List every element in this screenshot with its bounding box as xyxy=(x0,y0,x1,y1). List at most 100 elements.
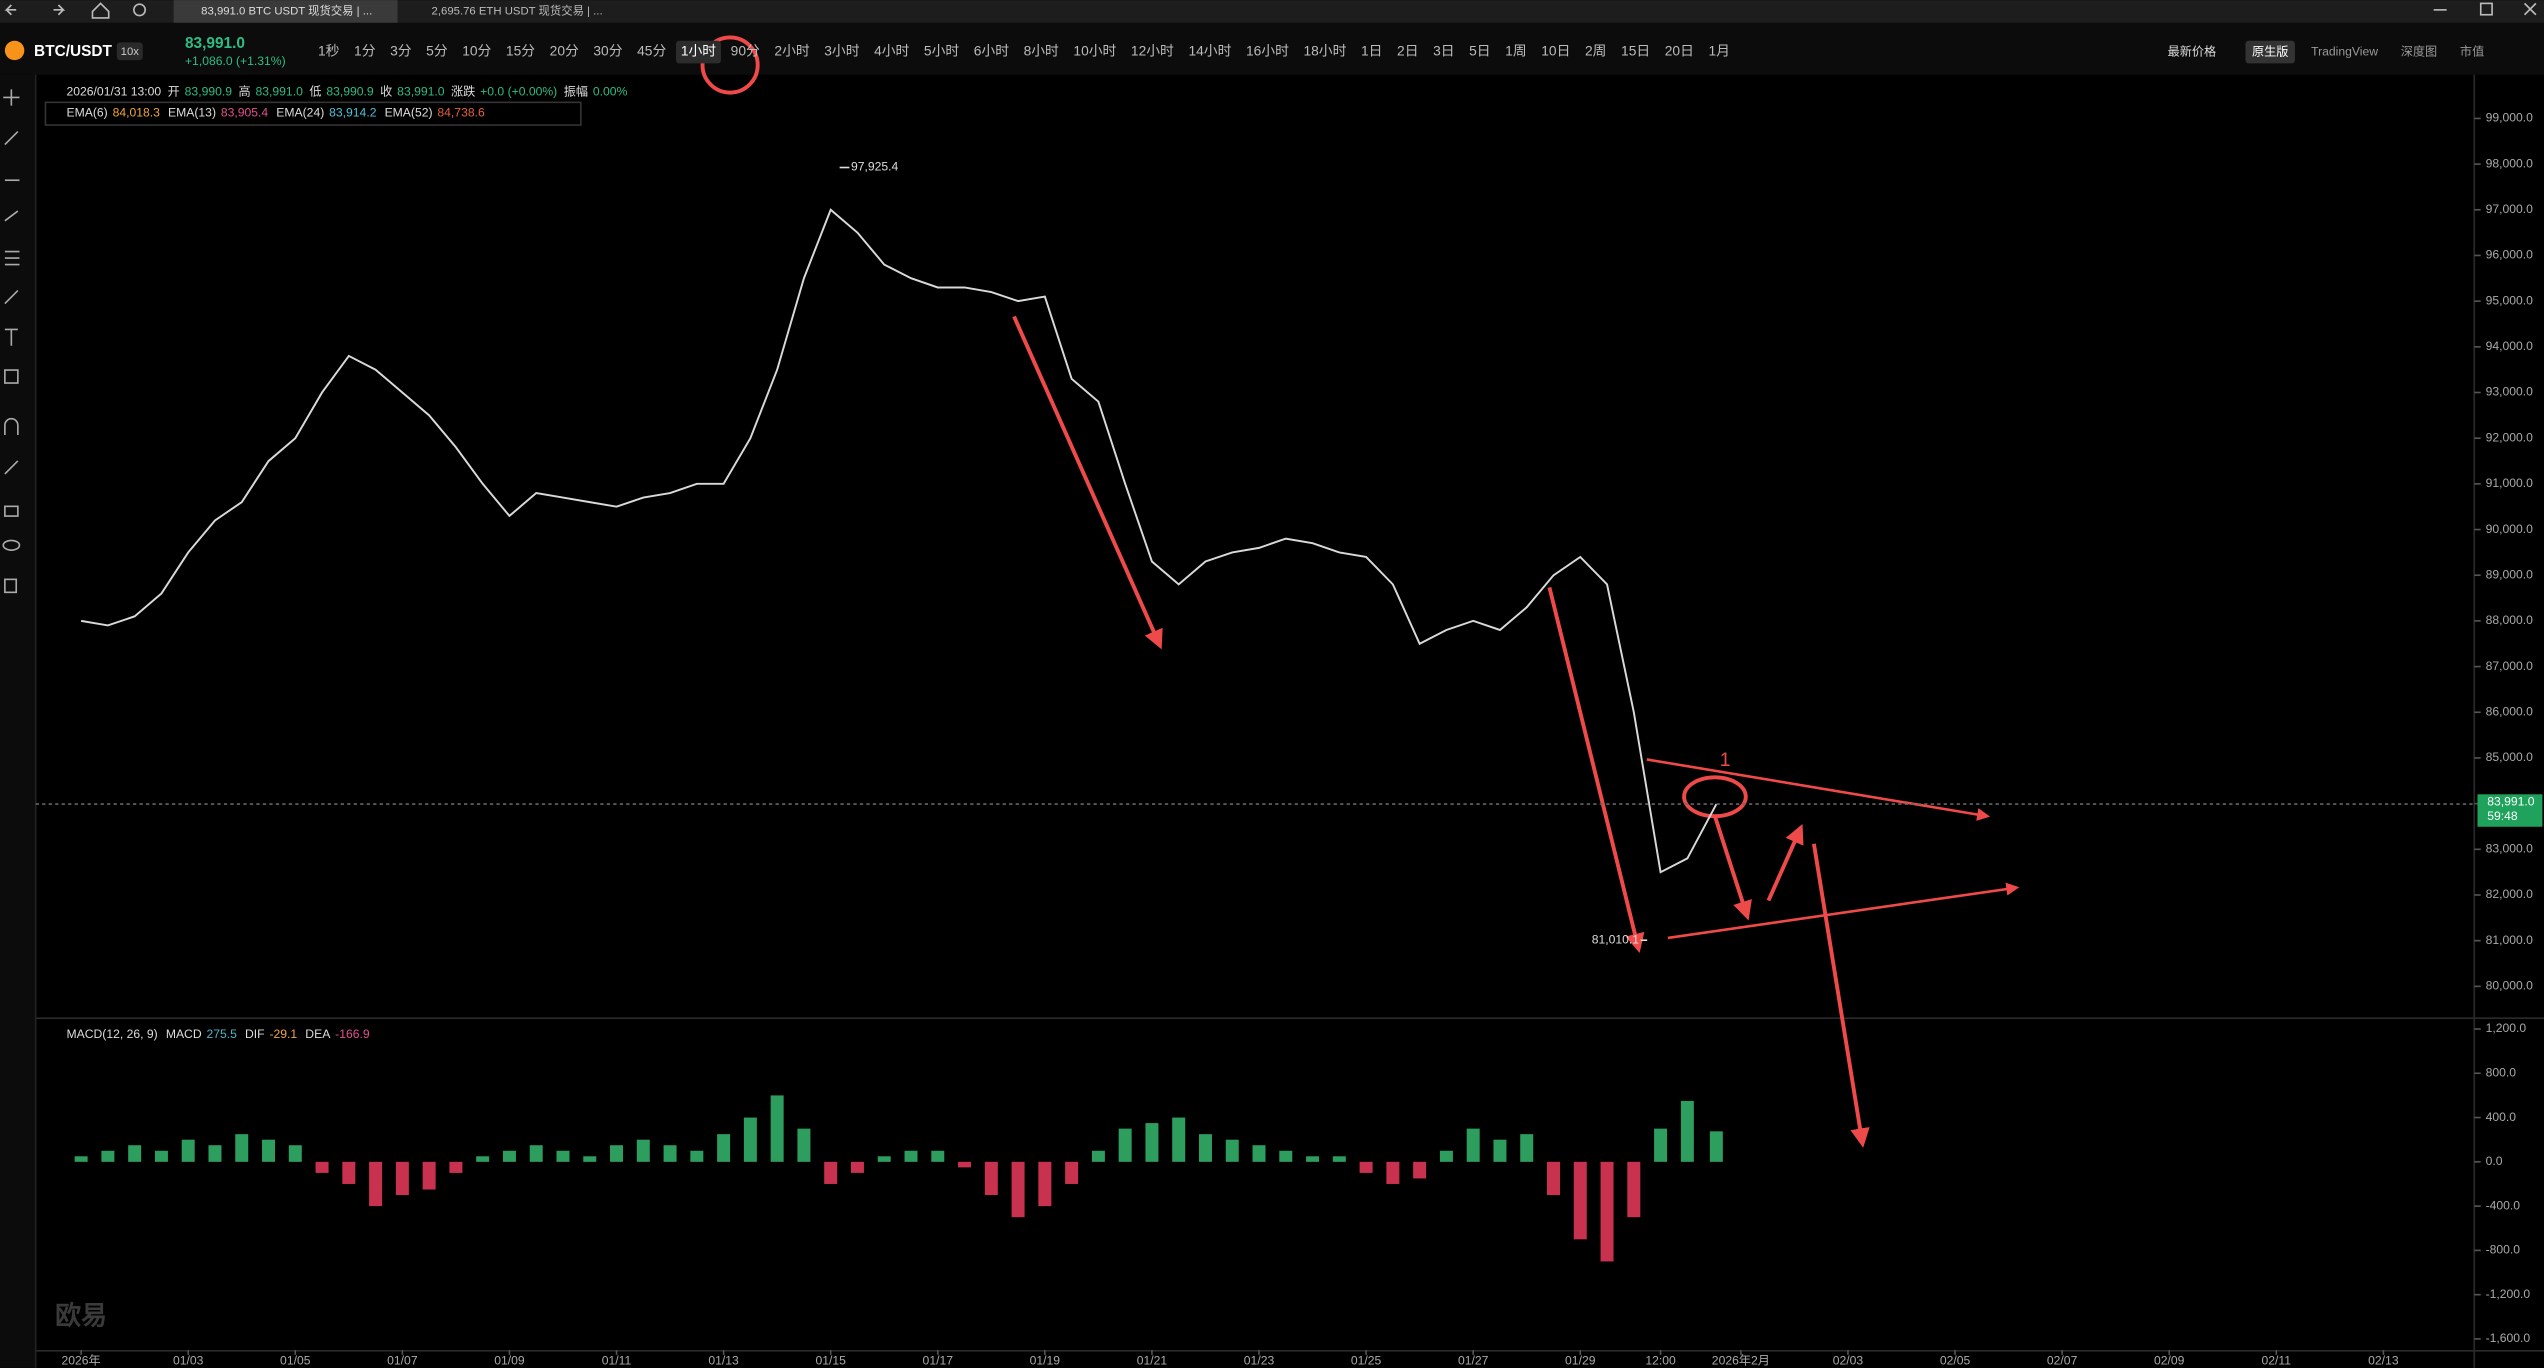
symbol[interactable]: BTC/USDT xyxy=(34,43,112,60)
forward[interactable] xyxy=(53,4,66,16)
visibility-tool[interactable] xyxy=(2,539,21,551)
interval-button[interactable]: 10小时 xyxy=(1073,44,1116,59)
interval-button[interactable]: 4小时 xyxy=(874,44,909,59)
interval-button[interactable]: 3小时 xyxy=(824,44,859,59)
y-tick-label: 99,000.0 xyxy=(2486,111,2534,125)
interval-button[interactable]: 18小时 xyxy=(1303,44,1346,59)
interval-button[interactable]: 1日 xyxy=(1361,44,1382,59)
interval-button[interactable]: 1月 xyxy=(1708,44,1729,59)
view-tab[interactable]: 深度图 xyxy=(2401,43,2437,58)
interval-button[interactable]: 6小时 xyxy=(974,44,1009,59)
view-tab[interactable]: TradingView xyxy=(2311,44,2378,58)
maximize[interactable] xyxy=(2479,2,2493,16)
home[interactable] xyxy=(91,2,110,19)
interval-button[interactable]: 5小时 xyxy=(924,44,959,59)
interval-button[interactable]: 1分 xyxy=(354,44,376,59)
ohlc-label: 涨跌 xyxy=(451,84,475,99)
arrow xyxy=(1811,843,1870,1148)
macd-bar xyxy=(1386,1161,1400,1184)
active-tab[interactable] xyxy=(173,0,398,23)
interval-button[interactable]: 1周 xyxy=(1505,44,1526,59)
interval-button[interactable]: 1小时 xyxy=(681,44,716,59)
macd-bar xyxy=(74,1156,88,1162)
x-tick-label: 01/15 xyxy=(815,1354,846,1368)
lock-tool[interactable] xyxy=(4,505,19,517)
back[interactable] xyxy=(4,4,17,16)
interval-button[interactable]: 12小时 xyxy=(1131,44,1174,59)
x-tick-label: 01/09 xyxy=(494,1354,525,1368)
y-tick-label: 88,000.0 xyxy=(2486,613,2534,627)
last-price-tag xyxy=(2477,794,2543,827)
delete-tool[interactable] xyxy=(4,578,18,594)
x-tick-label: 01/03 xyxy=(173,1354,204,1368)
interval-button[interactable]: 3分 xyxy=(390,44,412,59)
text-tool[interactable] xyxy=(4,328,18,346)
macd-item-label: MACD xyxy=(166,1027,202,1041)
interval-button[interactable]: 5分 xyxy=(426,44,448,59)
macd-bar xyxy=(101,1150,115,1162)
interval-button[interactable]: 2周 xyxy=(1585,44,1606,59)
extreme-label: 97,925.4 xyxy=(851,160,899,174)
interval-button[interactable]: 20日 xyxy=(1665,44,1694,59)
macd-bar xyxy=(1065,1161,1079,1184)
leverage-badge xyxy=(116,42,143,61)
x-tick-label: 02/13 xyxy=(2368,1354,2399,1368)
interval-button[interactable]: 5日 xyxy=(1469,44,1490,59)
macd-bar xyxy=(1493,1139,1507,1162)
ema-line: EMA(6) 84,018.3 EMA(13) 83,905.4 EMA(24) 83,9… xyxy=(67,106,485,120)
macd-line: MACD(12, 26, 9) MACD 275.5 DIF -29.1 DEA -166.… xyxy=(67,1027,370,1041)
interval-button[interactable]: 1秒 xyxy=(318,44,340,59)
ema-value: 84,018.3 xyxy=(113,106,161,120)
y-tick-label: 82,000.0 xyxy=(2486,887,2534,901)
ohlc-label: 收 xyxy=(380,85,392,99)
interval-button[interactable]: 8小时 xyxy=(1024,44,1059,59)
x-tick-label: 01/25 xyxy=(1351,1354,1382,1368)
window-controls xyxy=(4,2,2537,19)
view-tab[interactable]: 市值 xyxy=(2460,43,2484,58)
interval-button[interactable]: 15日 xyxy=(1621,44,1650,59)
macd-bar xyxy=(395,1161,409,1196)
x-tick-label: 01/21 xyxy=(1137,1354,1168,1368)
tab-title[interactable]: 2,695.76 ETH USDT 现货交易 | ... xyxy=(432,3,603,17)
macd-bar xyxy=(1600,1161,1614,1262)
interval-button[interactable]: 90分 xyxy=(731,44,760,59)
view-tab[interactable]: 原生版 xyxy=(2252,44,2288,58)
x-tick-label: 01/19 xyxy=(1030,1354,1061,1368)
line-tool[interactable] xyxy=(4,130,19,146)
interval-button[interactable]: 45分 xyxy=(637,44,666,59)
reload[interactable] xyxy=(133,3,147,17)
interval-button[interactable]: 10日 xyxy=(1541,44,1570,59)
interval-button[interactable]: 15分 xyxy=(506,44,535,59)
interval-button[interactable]: 20分 xyxy=(550,44,579,59)
interval-button[interactable]: 2日 xyxy=(1397,44,1418,59)
close[interactable] xyxy=(2523,2,2537,16)
ohlc-value: +0.0 (+0.00%) xyxy=(480,85,557,99)
ohlc-value: 0.00% xyxy=(593,85,628,99)
x-tick-label: 01/13 xyxy=(708,1354,739,1368)
interval-button[interactable]: 30分 xyxy=(593,44,622,59)
pattern-tool[interactable] xyxy=(4,210,19,222)
macd-bar xyxy=(128,1145,142,1162)
macd-item-value: -29.1 xyxy=(269,1027,297,1041)
interval-button[interactable]: 14小时 xyxy=(1188,44,1231,59)
crosshair-tool[interactable] xyxy=(3,89,20,106)
interval-button[interactable]: 16小时 xyxy=(1246,44,1289,59)
brush-tool[interactable] xyxy=(4,460,19,475)
fib-tool[interactable] xyxy=(4,250,20,266)
interval-button[interactable]: 10分 xyxy=(462,44,491,59)
magnet-tool[interactable] xyxy=(4,417,19,435)
macd-bar xyxy=(1279,1150,1293,1162)
x-tick-label: 2026年2月 xyxy=(1712,1354,1770,1368)
interval-button[interactable]: 2小时 xyxy=(774,44,809,59)
macd-bar xyxy=(529,1145,543,1162)
price-mode[interactable]: 最新价格 xyxy=(2168,43,2217,58)
shape-tool[interactable] xyxy=(4,369,19,384)
macd-bar xyxy=(208,1145,222,1162)
macd-bar xyxy=(1306,1156,1320,1162)
tab-title[interactable]: 83,991.0 BTC USDT 现货交易 | ... xyxy=(201,3,372,17)
ruler-tool[interactable] xyxy=(4,289,19,305)
interval-button[interactable]: 3日 xyxy=(1433,44,1454,59)
macd-bar xyxy=(262,1139,276,1162)
ema-value: 84,738.6 xyxy=(437,106,485,120)
